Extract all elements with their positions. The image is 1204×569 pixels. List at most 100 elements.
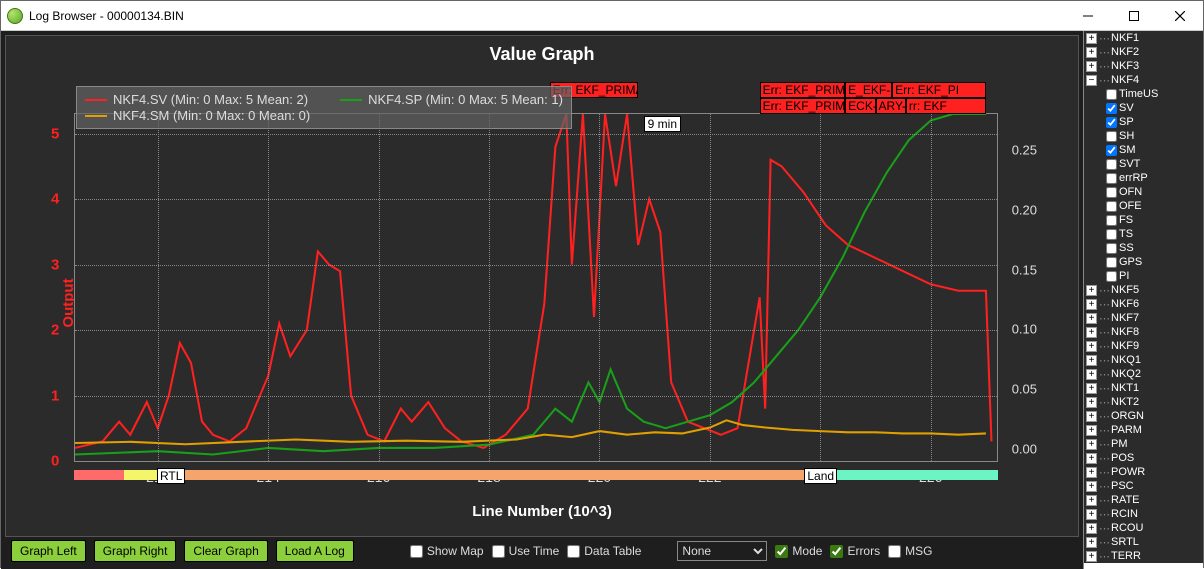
clear-graph-button[interactable]: Clear Graph xyxy=(184,540,267,562)
tree-node-nkf8[interactable]: +⋯NKF8 xyxy=(1084,325,1203,339)
expand-icon[interactable]: + xyxy=(1086,47,1097,58)
tree-node-pm[interactable]: +⋯PM xyxy=(1084,437,1203,451)
errors-checkbox[interactable]: Errors xyxy=(830,544,880,558)
combo-select[interactable]: None xyxy=(677,541,767,561)
expand-icon[interactable]: + xyxy=(1086,369,1097,380)
expand-icon[interactable]: + xyxy=(1086,299,1097,310)
tree-leaf-ss[interactable]: SS xyxy=(1084,241,1203,255)
leaf-checkbox[interactable] xyxy=(1106,187,1117,198)
tree-node-rate[interactable]: +⋯RATE xyxy=(1084,493,1203,507)
tree-node-nkf7[interactable]: +⋯NKF7 xyxy=(1084,311,1203,325)
expand-icon[interactable]: + xyxy=(1086,285,1097,296)
chart-panel: Value Graph Output Line Number (10^3) 21… xyxy=(5,35,1079,537)
tree-leaf-gps[interactable]: GPS xyxy=(1084,255,1203,269)
x-axis-label: Line Number (10^3) xyxy=(472,503,612,520)
expand-icon[interactable]: + xyxy=(1086,467,1097,478)
tree-node-nkq1[interactable]: +⋯NKQ1 xyxy=(1084,353,1203,367)
leaf-checkbox[interactable] xyxy=(1106,257,1117,268)
tree-leaf-sh[interactable]: SH xyxy=(1084,129,1203,143)
tree-leaf-sv[interactable]: SV xyxy=(1084,101,1203,115)
show-map-checkbox[interactable]: Show Map xyxy=(410,544,484,558)
expand-icon[interactable]: + xyxy=(1086,397,1097,408)
mode-checkbox[interactable]: Mode xyxy=(775,544,822,558)
error-flag: rr: EKF xyxy=(906,98,986,114)
field-tree[interactable]: +⋯NKF1+⋯NKF2+⋯NKF3−⋯NKF4TimeUSSVSPSHSMSV… xyxy=(1084,31,1203,569)
tree-node-rcin[interactable]: +⋯RCIN xyxy=(1084,507,1203,521)
expand-icon[interactable]: + xyxy=(1086,327,1097,338)
expand-icon[interactable]: + xyxy=(1086,355,1097,366)
tree-node-parm[interactable]: +⋯PARM xyxy=(1084,423,1203,437)
leaf-checkbox[interactable] xyxy=(1106,131,1117,142)
tree-node-nkf2[interactable]: +⋯NKF2 xyxy=(1084,45,1203,59)
msg-checkbox[interactable]: MSG xyxy=(888,544,932,558)
tree-node-nkf4[interactable]: −⋯NKF4 xyxy=(1084,73,1203,87)
expand-icon[interactable]: + xyxy=(1086,61,1097,72)
leaf-checkbox[interactable] xyxy=(1106,201,1117,212)
app-icon xyxy=(7,8,23,24)
error-flag: ARY-1 xyxy=(876,98,906,114)
expand-icon[interactable]: + xyxy=(1086,341,1097,352)
tree-node-srtl[interactable]: +⋯SRTL xyxy=(1084,535,1203,549)
expand-icon[interactable]: + xyxy=(1086,425,1097,436)
line-svg xyxy=(75,114,997,461)
expand-icon[interactable]: + xyxy=(1086,439,1097,450)
tree-leaf-pi[interactable]: PI xyxy=(1084,269,1203,283)
tree-node-nkq2[interactable]: +⋯NKQ2 xyxy=(1084,367,1203,381)
expand-icon[interactable]: − xyxy=(1086,75,1097,86)
leaf-checkbox[interactable] xyxy=(1106,173,1117,184)
tree-leaf-timeus[interactable]: TimeUS xyxy=(1084,87,1203,101)
expand-icon[interactable]: + xyxy=(1086,551,1097,562)
tree-leaf-ofn[interactable]: OFN xyxy=(1084,185,1203,199)
tree-leaf-errrp[interactable]: errRP xyxy=(1084,171,1203,185)
expand-icon[interactable]: + xyxy=(1086,453,1097,464)
leaf-checkbox[interactable] xyxy=(1106,159,1117,170)
expand-icon[interactable]: + xyxy=(1086,495,1097,506)
leaf-checkbox[interactable] xyxy=(1106,145,1117,156)
tree-node-nkf6[interactable]: +⋯NKF6 xyxy=(1084,297,1203,311)
expand-icon[interactable]: + xyxy=(1086,313,1097,324)
leaf-checkbox[interactable] xyxy=(1106,89,1117,100)
graph-right-button[interactable]: Graph Right xyxy=(94,540,177,562)
window-title: Log Browser - 00000134.BIN xyxy=(29,9,1065,23)
leaf-checkbox[interactable] xyxy=(1106,215,1117,226)
side-panel: +⋯NKF1+⋯NKF2+⋯NKF3−⋯NKF4TimeUSSVSPSHSMSV… xyxy=(1083,31,1203,569)
minimize-button[interactable] xyxy=(1065,1,1111,31)
expand-icon[interactable]: + xyxy=(1086,383,1097,394)
tree-node-orgn[interactable]: +⋯ORGN xyxy=(1084,409,1203,423)
expand-icon[interactable]: + xyxy=(1086,523,1097,534)
tree-node-psc[interactable]: +⋯PSC xyxy=(1084,479,1203,493)
load-log-button[interactable]: Load A Log xyxy=(276,540,354,562)
leaf-checkbox[interactable] xyxy=(1106,229,1117,240)
leaf-checkbox[interactable] xyxy=(1106,117,1117,128)
data-table-checkbox[interactable]: Data Table xyxy=(567,544,641,558)
tree-node-powr[interactable]: +⋯POWR xyxy=(1084,465,1203,479)
tree-leaf-ts[interactable]: TS xyxy=(1084,227,1203,241)
leaf-checkbox[interactable] xyxy=(1106,243,1117,254)
tree-node-nkf1[interactable]: +⋯NKF1 xyxy=(1084,31,1203,45)
tree-node-nkt2[interactable]: +⋯NKT2 xyxy=(1084,395,1203,409)
expand-icon[interactable]: + xyxy=(1086,537,1097,548)
use-time-checkbox[interactable]: Use Time xyxy=(492,544,560,558)
expand-icon[interactable]: + xyxy=(1086,33,1097,44)
tree-leaf-ofe[interactable]: OFE xyxy=(1084,199,1203,213)
tree-leaf-sm[interactable]: SM xyxy=(1084,143,1203,157)
tree-leaf-svt[interactable]: SVT xyxy=(1084,157,1203,171)
tree-node-nkf9[interactable]: +⋯NKF9 xyxy=(1084,339,1203,353)
tree-leaf-sp[interactable]: SP xyxy=(1084,115,1203,129)
maximize-button[interactable] xyxy=(1111,1,1157,31)
expand-icon[interactable]: + xyxy=(1086,481,1097,492)
tree-node-pos[interactable]: +⋯POS xyxy=(1084,451,1203,465)
tree-node-nkf3[interactable]: +⋯NKF3 xyxy=(1084,59,1203,73)
tree-node-terr[interactable]: +⋯TERR xyxy=(1084,549,1203,563)
tree-node-nkf5[interactable]: +⋯NKF5 xyxy=(1084,283,1203,297)
leaf-checkbox[interactable] xyxy=(1106,103,1117,114)
expand-icon[interactable]: + xyxy=(1086,509,1097,520)
tree-leaf-fs[interactable]: FS xyxy=(1084,213,1203,227)
tree-node-rcou[interactable]: +⋯RCOU xyxy=(1084,521,1203,535)
tree-node-nkt1[interactable]: +⋯NKT1 xyxy=(1084,381,1203,395)
graph-left-button[interactable]: Graph Left xyxy=(11,540,86,562)
leaf-checkbox[interactable] xyxy=(1106,271,1117,282)
plot-area[interactable]: 2122142162182202222242260123450.000.050.… xyxy=(74,113,998,462)
close-button[interactable] xyxy=(1157,1,1203,31)
expand-icon[interactable]: + xyxy=(1086,411,1097,422)
